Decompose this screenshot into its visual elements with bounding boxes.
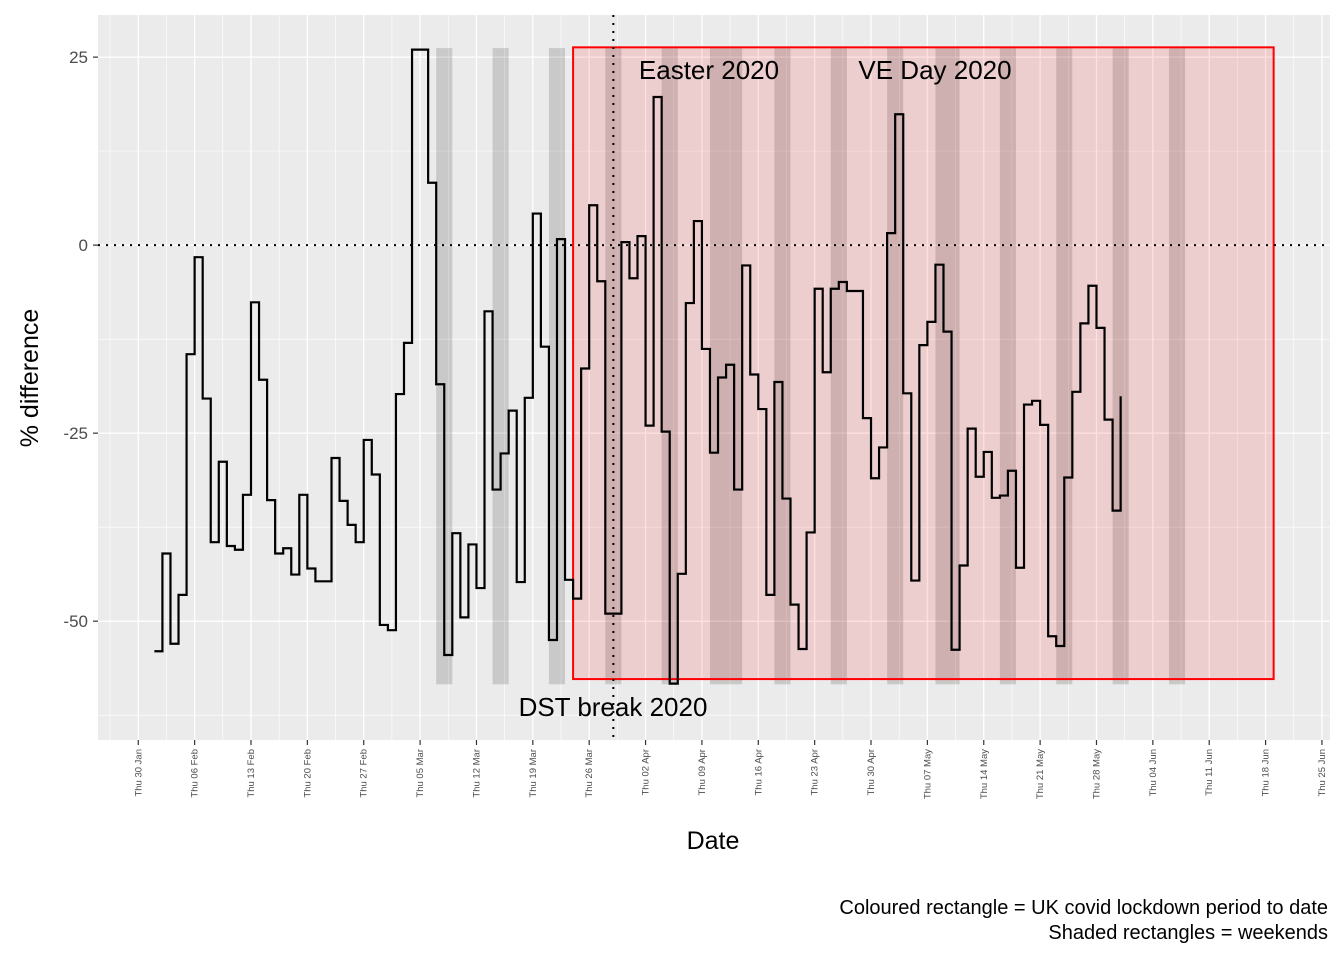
x-tick-label: Thu 06 Feb [190, 749, 201, 798]
x-tick-label: Thu 27 Feb [359, 749, 370, 798]
weekend-shade [999, 48, 1016, 685]
x-tick-label: Thu 02 Apr [641, 749, 652, 795]
weekend-shade [1112, 48, 1129, 685]
x-tick-label: Thu 20 Feb [302, 749, 313, 798]
x-tick-label: Thu 30 Apr [866, 749, 877, 795]
y-tick-label: 0 [79, 236, 88, 255]
x-tick-label: Thu 25 Jun [1317, 749, 1328, 797]
y-tick-label: -25 [63, 424, 88, 443]
lockdown-rect [572, 46, 1275, 681]
y-axis-title: % difference [16, 309, 44, 448]
weekend-shade [935, 48, 960, 685]
weekend-shade [774, 48, 791, 685]
x-tick-label: Thu 30 Jan [133, 749, 144, 797]
weekend-shade [492, 48, 509, 685]
weekend-shade [661, 48, 678, 685]
step-line [154, 48, 1122, 685]
x-tick-label: Thu 16 Apr [753, 749, 764, 795]
x-tick-label: Thu 28 May [1091, 749, 1102, 799]
x-tick-label: Thu 19 Mar [528, 749, 539, 798]
y-tick-label: -50 [63, 612, 88, 631]
weekend-shade [1168, 48, 1186, 685]
x-tick-label: Thu 26 Mar [584, 749, 595, 798]
y-tick-label: 25 [69, 48, 88, 67]
x-tick-label: Thu 12 Mar [471, 749, 482, 798]
x-axis-title: Date [687, 827, 740, 855]
x-tick-label: Thu 09 Apr [697, 749, 708, 795]
x-tick-label: Thu 18 Jun [1261, 749, 1272, 797]
weekend-shade [436, 48, 453, 685]
weekend-shade [830, 48, 847, 685]
x-tick-label: Thu 07 May [922, 749, 933, 799]
x-tick-label: Thu 13 Feb [246, 749, 257, 798]
annotation: Easter 2020 [639, 55, 779, 85]
x-tick-label: Thu 05 Mar [415, 749, 426, 798]
weekend-shade [605, 48, 622, 685]
x-tick-label: Thu 14 May [979, 749, 990, 799]
x-tick-label: Thu 04 Jun [1148, 749, 1159, 797]
x-tick-label: Thu 23 Apr [810, 749, 821, 795]
annotation: DST break 2020 [519, 692, 708, 722]
x-tick-label: Thu 11 Jun [1204, 749, 1215, 796]
x-tick-label: Thu 21 May [1035, 749, 1046, 799]
annotation: VE Day 2020 [858, 55, 1011, 85]
weekend-shade [887, 48, 904, 685]
caption: Coloured rectangle = UK covid lockdown p… [839, 897, 1328, 919]
caption: Shaded rectangles = weekends [1048, 922, 1328, 944]
weekend-shade [1056, 48, 1073, 685]
